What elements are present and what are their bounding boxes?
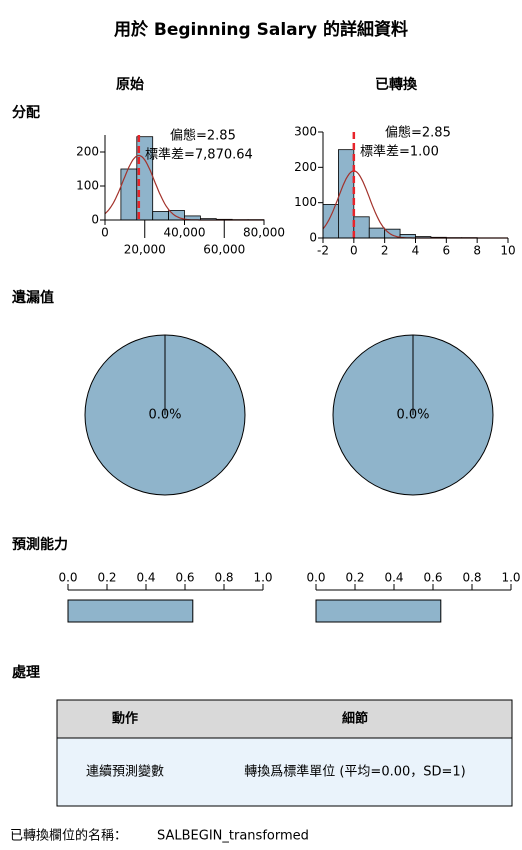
histogram-bar — [152, 211, 169, 221]
x-tick-label: 0.6 — [175, 571, 194, 585]
pie-label: 0.0% — [396, 408, 429, 423]
x-tick-label: 0.0 — [306, 571, 325, 585]
column-head: 原始 — [116, 76, 144, 93]
x-tick-label: 0.4 — [384, 571, 403, 585]
x-tick-label: 1.0 — [501, 571, 520, 585]
bar — [315, 599, 442, 623]
section-head: 遺漏值 — [12, 289, 54, 306]
column-head: 已轉換 — [375, 76, 418, 93]
table-cell: 連續預測變數 — [86, 764, 164, 780]
x-tick-label: 80,000 — [243, 226, 285, 240]
histogram-bar — [322, 204, 339, 239]
annotation: 偏態=2.85 — [385, 125, 451, 141]
x-tick-label: 10 — [500, 244, 515, 258]
x-tick-label: 0.0 — [58, 571, 77, 585]
x-tick-label: 0.4 — [136, 571, 155, 585]
bar — [67, 599, 194, 623]
histogram-bar — [338, 149, 355, 239]
table-cell: 轉換爲標準單位 (平均=0.00，SD=1) — [244, 764, 466, 780]
x-tick-label: 60,000 — [203, 243, 245, 257]
x-tick-label: 20,000 — [124, 243, 166, 257]
table-header — [56, 699, 513, 739]
footer-value: SALBEGIN_transformed — [157, 829, 309, 844]
title: 用於 Beginning Salary 的詳細資料 — [114, 19, 408, 40]
footer-label: 已轉換欄位的名稱： — [10, 828, 127, 844]
x-tick-label: -2 — [317, 244, 329, 258]
x-tick-label: 2 — [381, 244, 389, 258]
y-tick-label: 200 — [294, 160, 317, 174]
x-tick-label: 4 — [412, 244, 420, 258]
annotation: 標準差=7,870.64 — [145, 147, 253, 163]
histogram-bar — [353, 216, 370, 239]
histogram-bar — [120, 168, 138, 221]
pie-label: 0.0% — [148, 408, 181, 423]
x-tick-label: 0 — [350, 244, 358, 258]
x-tick-label: 0 — [101, 226, 109, 240]
y-tick-label: 300 — [294, 125, 317, 139]
annotation: 偏態=2.85 — [170, 128, 236, 144]
x-tick-label: 1.0 — [253, 571, 272, 585]
y-tick-label: 100 — [294, 195, 317, 209]
x-tick-label: 0.6 — [423, 571, 442, 585]
section-head: 分配 — [12, 105, 40, 121]
table-header-cell: 細節 — [342, 711, 368, 727]
histogram-bar — [368, 227, 386, 239]
x-tick-label: 0.2 — [345, 571, 364, 585]
table-row — [56, 737, 513, 807]
y-tick-label: 100 — [76, 179, 99, 193]
y-tick-label: 0 — [91, 213, 99, 227]
y-tick-label: 0 — [309, 231, 317, 245]
x-tick-label: 0.8 — [462, 571, 481, 585]
y-tick-label: 200 — [76, 145, 99, 159]
section-head: 預測能力 — [12, 536, 68, 553]
section-head: 處理 — [12, 664, 40, 681]
table-header-cell: 動作 — [112, 711, 138, 727]
x-tick-label: 8 — [473, 244, 481, 258]
annotation: 標準差=1.00 — [360, 144, 439, 160]
x-tick-label: 40,000 — [164, 226, 206, 240]
x-tick-label: 0.2 — [97, 571, 116, 585]
x-tick-label: 6 — [443, 244, 451, 258]
x-tick-label: 0.8 — [214, 571, 233, 585]
